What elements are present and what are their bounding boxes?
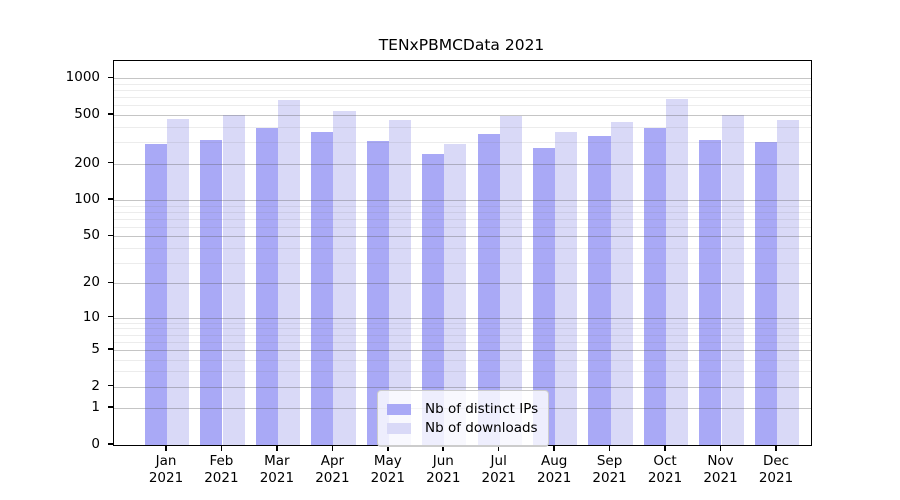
bar-downloads-feb: [222, 114, 245, 445]
y-tick-mark-5: [108, 348, 113, 350]
gridline-minor-700: [114, 97, 811, 99]
y-tick-mark-20: [108, 281, 113, 284]
legend-swatch-icon: [387, 422, 411, 434]
y-tick-mark-1: [108, 406, 113, 408]
y-tick-label-2: 2: [91, 377, 100, 394]
bar-downloads-mar: [277, 99, 301, 445]
bar-ips-nov: [699, 139, 722, 445]
bar-ips-oct: [643, 127, 666, 445]
gridline-minor-900: [114, 83, 811, 85]
y-tick-label-1000: 1000: [65, 69, 100, 86]
y-tick-mark-0: [108, 443, 113, 445]
legend-label: Nb of distinct IPs: [425, 401, 539, 417]
bar-ips-dec: [754, 141, 777, 445]
y-tick-label-200: 200: [74, 154, 100, 171]
x-tick-mark-jul: [497, 446, 500, 451]
x-tick-mark-jan: [165, 446, 167, 451]
x-tick-mark-sep: [608, 446, 611, 451]
gridline-minor-800: [114, 90, 811, 92]
x-tick-label-mar: Mar 2021: [259, 453, 295, 486]
y-tick-mark-200: [108, 161, 113, 164]
legend-swatch-icon: [387, 403, 411, 415]
x-tick-label-jan: Jan 2021: [148, 453, 184, 486]
y-tick-label-1: 1: [91, 399, 100, 416]
gridline-major-500: [114, 115, 811, 116]
bar-downloads-sep: [610, 121, 633, 445]
x-tick-mark-dec: [775, 446, 777, 451]
x-tick-label-apr: Apr 2021: [315, 453, 350, 486]
bar-downloads-aug: [555, 131, 578, 445]
legend-item-distinct-ips: Nb of distinct IPs: [387, 401, 538, 417]
legend-items: Nb of distinct IPs Nb of downloads: [387, 401, 538, 436]
x-tick-label-jun: Jun 2021: [426, 453, 461, 486]
bar-downloads-nov: [721, 114, 744, 445]
x-tick-label-feb: Feb 2021: [204, 453, 239, 486]
gridline-minor-400: [114, 126, 811, 128]
bar-ips-jul: [477, 133, 500, 445]
x-tick-mark-jun: [442, 446, 444, 451]
bar-ips-apr: [311, 131, 334, 445]
x-tick-mark-aug: [553, 446, 555, 451]
x-tick-label-sep: Sep 2021: [592, 453, 627, 486]
x-tick-mark-feb: [220, 446, 223, 451]
x-tick-label-may: May 2021: [370, 453, 405, 486]
x-tick-mark-nov: [719, 446, 722, 451]
x-tick-label-jul: Jul 2021: [481, 453, 516, 486]
x-tick-label-oct: Oct 2021: [647, 453, 683, 486]
x-tick-mark-may: [387, 446, 389, 451]
gridline-major-1000: [114, 78, 811, 80]
legend: Nb of distinct IPs Nb of downloads: [377, 390, 550, 447]
y-tick-label-5: 5: [91, 340, 100, 357]
y-tick-mark-50: [108, 234, 113, 237]
bar-ips-jun: [422, 153, 445, 445]
bar-ips-feb: [200, 139, 223, 445]
y-tick-mark-100: [108, 198, 113, 200]
x-tick-label-dec: Dec 2021: [758, 453, 794, 486]
bar-downloads-oct: [666, 98, 689, 445]
x-tick-label-aug: Aug 2021: [537, 453, 572, 486]
y-tick-label-0: 0: [91, 436, 100, 452]
x-tick-label-nov: Nov 2021: [703, 453, 738, 486]
bar-ips-may: [366, 140, 389, 445]
bar-ips-jan: [144, 143, 167, 445]
x-tick-mark-apr: [331, 446, 334, 451]
y-tick-label-500: 500: [74, 106, 100, 122]
bar-downloads-jul: [499, 115, 522, 445]
y-tick-label-50: 50: [82, 227, 100, 244]
y-tick-mark-2: [108, 384, 113, 387]
x-tick-mark-oct: [664, 446, 666, 451]
bar-ips-aug: [533, 147, 556, 445]
chart-title: TENxPBMCData 2021: [378, 36, 545, 54]
bar-downloads-jan: [167, 118, 190, 445]
bar-downloads-apr: [333, 110, 356, 445]
legend-label: Nb of downloads: [425, 420, 538, 436]
y-tick-mark-10: [108, 315, 113, 318]
bar-downloads-jun: [444, 143, 467, 445]
bar-ips-sep: [588, 135, 611, 445]
x-tick-mark-mar: [276, 446, 278, 451]
bar-ips-mar: [255, 127, 278, 445]
bar-downloads-dec: [777, 119, 800, 445]
y-tick-label-20: 20: [82, 274, 100, 291]
y-tick-mark-1000: [108, 76, 113, 79]
y-tick-mark-500: [108, 113, 113, 115]
plot-area: Nb of distinct IPs Nb of downloads: [113, 60, 812, 447]
y-tick-label-100: 100: [74, 191, 100, 207]
gridline-minor-600: [114, 105, 811, 107]
legend-item-downloads: Nb of downloads: [387, 420, 538, 436]
bar-downloads-may: [388, 119, 411, 445]
y-tick-label-10: 10: [82, 308, 100, 325]
